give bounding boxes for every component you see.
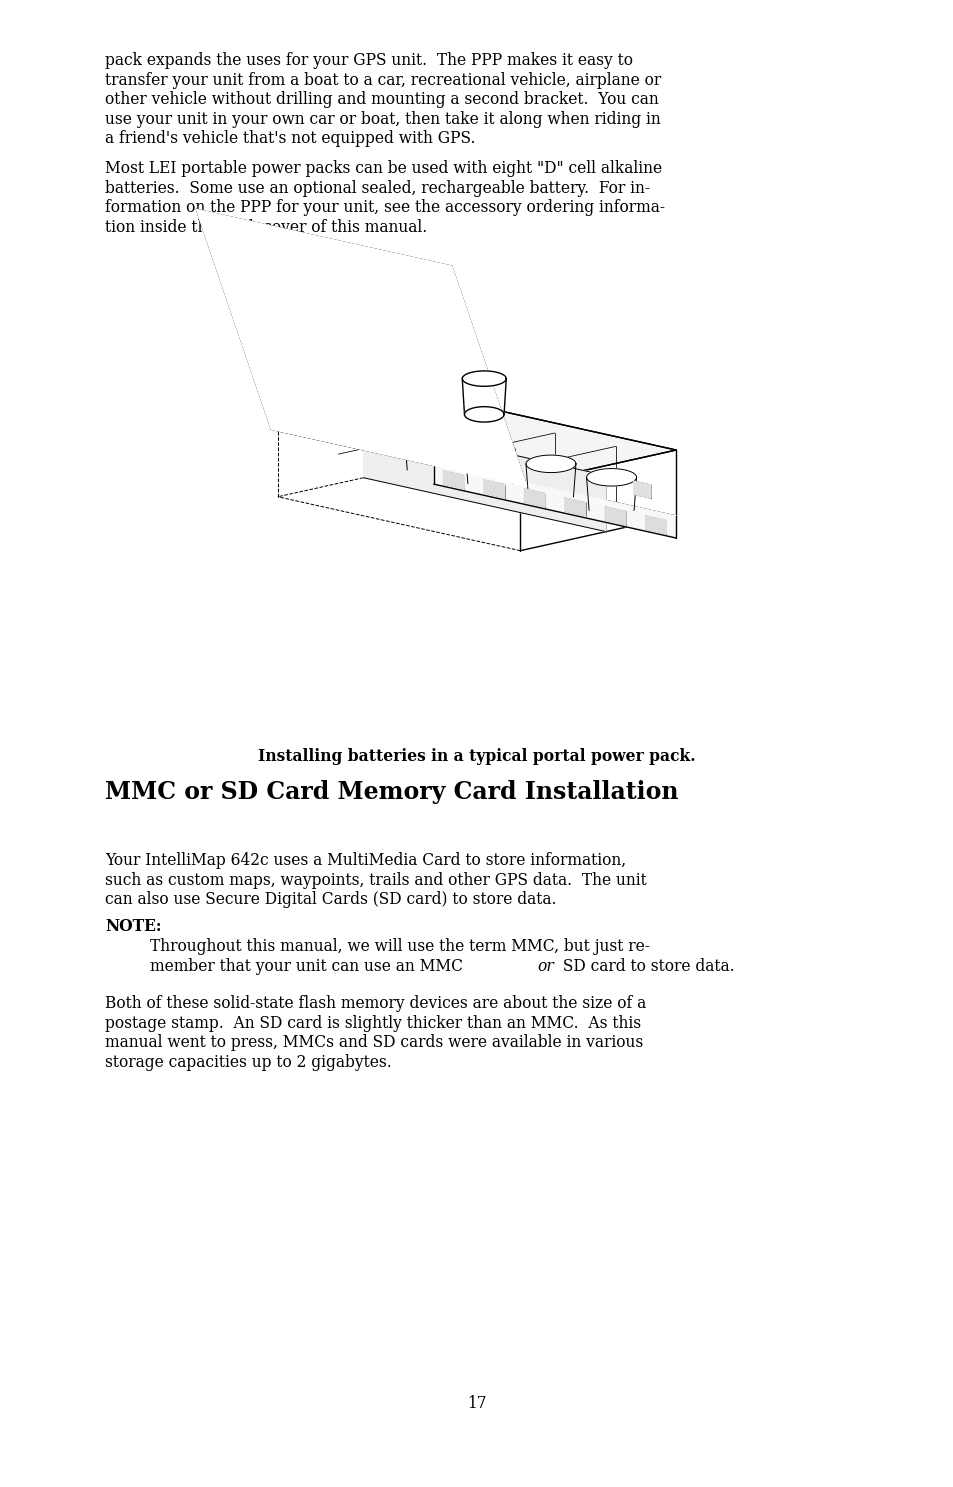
- Polygon shape: [462, 370, 506, 387]
- Text: such as custom maps, waypoints, trails and other GPS data.  The unit: such as custom maps, waypoints, trails a…: [105, 871, 646, 889]
- Text: Installing batteries in a typical portal power pack.: Installing batteries in a typical portal…: [258, 748, 695, 764]
- Polygon shape: [633, 482, 650, 498]
- Text: Most LEI portable power packs can be used with eight "D" cell alkaline: Most LEI portable power packs can be use…: [105, 161, 661, 177]
- Text: transfer your unit from a boat to a car, recreational vehicle, airplane or: transfer your unit from a boat to a car,…: [105, 71, 660, 89]
- Polygon shape: [519, 451, 676, 550]
- Text: Both of these solid-state flash memory devices are about the size of a: Both of these solid-state flash memory d…: [105, 995, 645, 1013]
- Polygon shape: [604, 507, 625, 525]
- Polygon shape: [483, 480, 504, 498]
- Text: Your IntelliMap 642c uses a MultiMedia Card to store information,: Your IntelliMap 642c uses a MultiMedia C…: [105, 852, 625, 868]
- Text: SD card to store data.: SD card to store data.: [558, 958, 734, 974]
- Text: use your unit in your own car or boat, then take it along when riding in: use your unit in your own car or boat, t…: [105, 110, 660, 128]
- Text: other vehicle without drilling and mounting a second bracket.  You can: other vehicle without drilling and mount…: [105, 91, 659, 109]
- Polygon shape: [465, 442, 515, 459]
- Text: Throughout this manual, we will use the term MMC, but just re-: Throughout this manual, we will use the …: [150, 938, 649, 955]
- Text: postage stamp.  An SD card is slightly thicker than an MMC.  As this: postage stamp. An SD card is slightly th…: [105, 1014, 640, 1032]
- Polygon shape: [524, 489, 544, 507]
- Polygon shape: [464, 406, 503, 422]
- Polygon shape: [363, 422, 605, 532]
- Text: manual went to press, MMCs and SD cards were available in various: manual went to press, MMCs and SD cards …: [105, 1033, 642, 1051]
- Text: 17: 17: [467, 1395, 486, 1413]
- Polygon shape: [645, 516, 666, 534]
- Polygon shape: [443, 471, 464, 489]
- Text: MMC or SD Card Memory Card Installation: MMC or SD Card Memory Card Installation: [105, 781, 678, 804]
- Text: storage capacities up to 2 gigabytes.: storage capacities up to 2 gigabytes.: [105, 1053, 392, 1071]
- Polygon shape: [404, 428, 455, 446]
- Text: a friend's vehicle that's not equipped with GPS.: a friend's vehicle that's not equipped w…: [105, 129, 475, 147]
- Text: NOTE:: NOTE:: [105, 917, 161, 935]
- Polygon shape: [196, 210, 526, 486]
- Text: member that your unit can use an MMC: member that your unit can use an MMC: [150, 958, 467, 974]
- Polygon shape: [525, 455, 576, 473]
- Text: can also use Secure Digital Cards (SD card) to store data.: can also use Secure Digital Cards (SD ca…: [105, 891, 556, 909]
- Text: pack expands the uses for your GPS unit.  The PPP makes it easy to: pack expands the uses for your GPS unit.…: [105, 52, 633, 68]
- Text: batteries.  Some use an optional sealed, rechargeable battery.  For in-: batteries. Some use an optional sealed, …: [105, 180, 649, 196]
- Polygon shape: [586, 468, 636, 486]
- Polygon shape: [434, 396, 676, 516]
- Text: formation on the PPP for your unit, see the accessory ordering informa-: formation on the PPP for your unit, see …: [105, 199, 664, 216]
- Text: tion inside the back cover of this manual.: tion inside the back cover of this manua…: [105, 219, 427, 235]
- Polygon shape: [564, 498, 585, 516]
- Text: or: or: [537, 958, 553, 974]
- Polygon shape: [277, 396, 676, 485]
- Polygon shape: [434, 462, 676, 538]
